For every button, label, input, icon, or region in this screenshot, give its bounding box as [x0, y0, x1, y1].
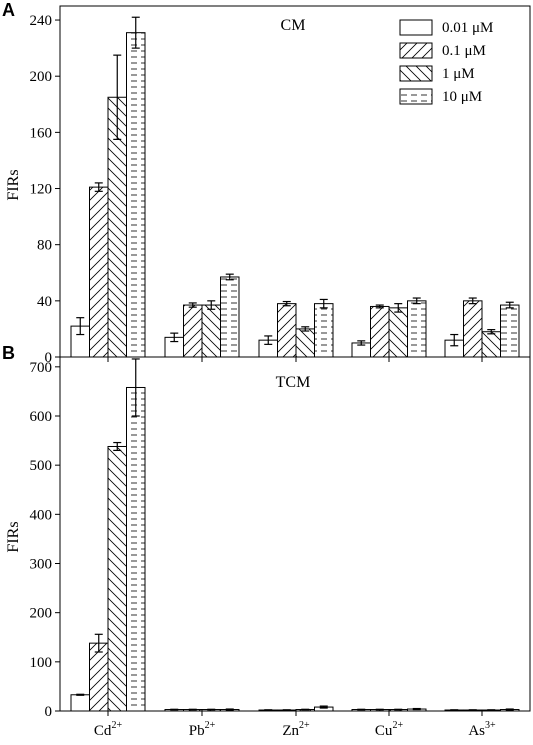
panel-letter-a: A — [2, 0, 15, 20]
x-tick-label-superscript: 3+ — [485, 720, 496, 731]
legend-swatch — [399, 88, 433, 105]
panel-a-plot: 0 40 80 120 160 200 240 — [30, 13, 520, 366]
panel-b-y-tick-label: 600 — [30, 409, 53, 425]
panel-a-bar — [183, 304, 203, 358]
panel-b-y-tick-label: 500 — [30, 458, 53, 474]
x-tick-label: Pb2+ — [189, 720, 216, 739]
x-tick-label-superscript: 2+ — [205, 720, 216, 731]
legend-label: 0.01 μM — [442, 20, 493, 36]
panel-a-bar — [500, 304, 520, 358]
panel-a-y-tick-label: 120 — [30, 182, 53, 198]
panel-b-bar — [70, 694, 90, 712]
panel-a-y-tick-label: 40 — [37, 294, 52, 310]
panel-b-bar — [107, 445, 127, 712]
panel-b-bar — [126, 386, 146, 712]
x-tick-label: Cu2+ — [375, 720, 404, 739]
panel-a-bar — [370, 305, 390, 358]
panel-a-y-tick-label: 0 — [45, 350, 53, 366]
legend-swatch — [399, 65, 433, 82]
panel-b-plot: 0 100 200 300 400 500 600 700 — [30, 358, 520, 720]
x-tick-label: Zn2+ — [282, 720, 310, 739]
panel-a-y-tick-label: 160 — [30, 125, 53, 141]
panel-a-bar — [201, 304, 221, 358]
legend-label: 10 μM — [442, 89, 482, 105]
panel-a-bar — [89, 186, 109, 358]
panel-b: B TCM FIRs 0 100 200 300 400 500 600 700 — [2, 343, 531, 720]
panel-a-title: CM — [281, 17, 306, 34]
panel-b-plot-frame — [59, 356, 531, 712]
panel-a-bar — [126, 32, 146, 358]
panel-a-bar — [481, 331, 501, 358]
x-axis-labels: Cd2+ Pb2+ Zn2+ Cu2+ As3+ — [94, 720, 496, 739]
panel-b-y-tick-label: 100 — [30, 655, 53, 671]
panel-b-y-axis-label: FIRs — [5, 521, 22, 552]
panel-a-bar — [295, 328, 315, 358]
panel-a-y-tick-label: 240 — [30, 13, 53, 29]
panel-a-bar — [314, 303, 334, 358]
x-tick-label: Cd2+ — [94, 720, 123, 739]
x-tick-label: As3+ — [468, 720, 496, 739]
panel-a: A CM FIRs 0 40 80 120 160 200 240 0.01 μM 0.1 μ… — [2, 0, 531, 366]
panel-letter-b: B — [2, 343, 15, 363]
panel-b-y-tick-label: 200 — [30, 606, 53, 622]
panel-a-bar — [407, 300, 427, 358]
panel-a-bar — [277, 303, 297, 358]
legend-swatch — [399, 42, 433, 59]
legend-swatch — [399, 19, 433, 36]
legend-label: 1 μM — [442, 66, 475, 82]
panel-a-y-axis-label: FIRs — [5, 169, 22, 200]
panel-b-bar — [89, 642, 109, 712]
x-tick-label-superscript: 2+ — [111, 720, 122, 731]
panel-a-bar — [463, 300, 483, 358]
x-tick-label-superscript: 2+ — [392, 720, 403, 731]
panel-b-y-tick-label: 0 — [45, 704, 53, 720]
panel-b-title: TCM — [276, 374, 311, 391]
x-tick-label-superscript: 2+ — [299, 720, 310, 731]
panel-a-bar — [388, 307, 408, 358]
panel-b-y-tick-label: 700 — [30, 360, 53, 376]
panel-a-legend: 0.01 μM 0.1 μM 1 μM 10 μM — [399, 19, 493, 105]
panel-a-y-tick-label: 200 — [30, 69, 53, 85]
panel-a-bar — [220, 276, 240, 358]
legend-label: 0.1 μM — [442, 43, 486, 59]
panel-b-y-tick-label: 300 — [30, 557, 53, 573]
panel-a-y-tick-label: 80 — [37, 238, 52, 254]
panel-b-y-tick-label: 400 — [30, 507, 53, 523]
